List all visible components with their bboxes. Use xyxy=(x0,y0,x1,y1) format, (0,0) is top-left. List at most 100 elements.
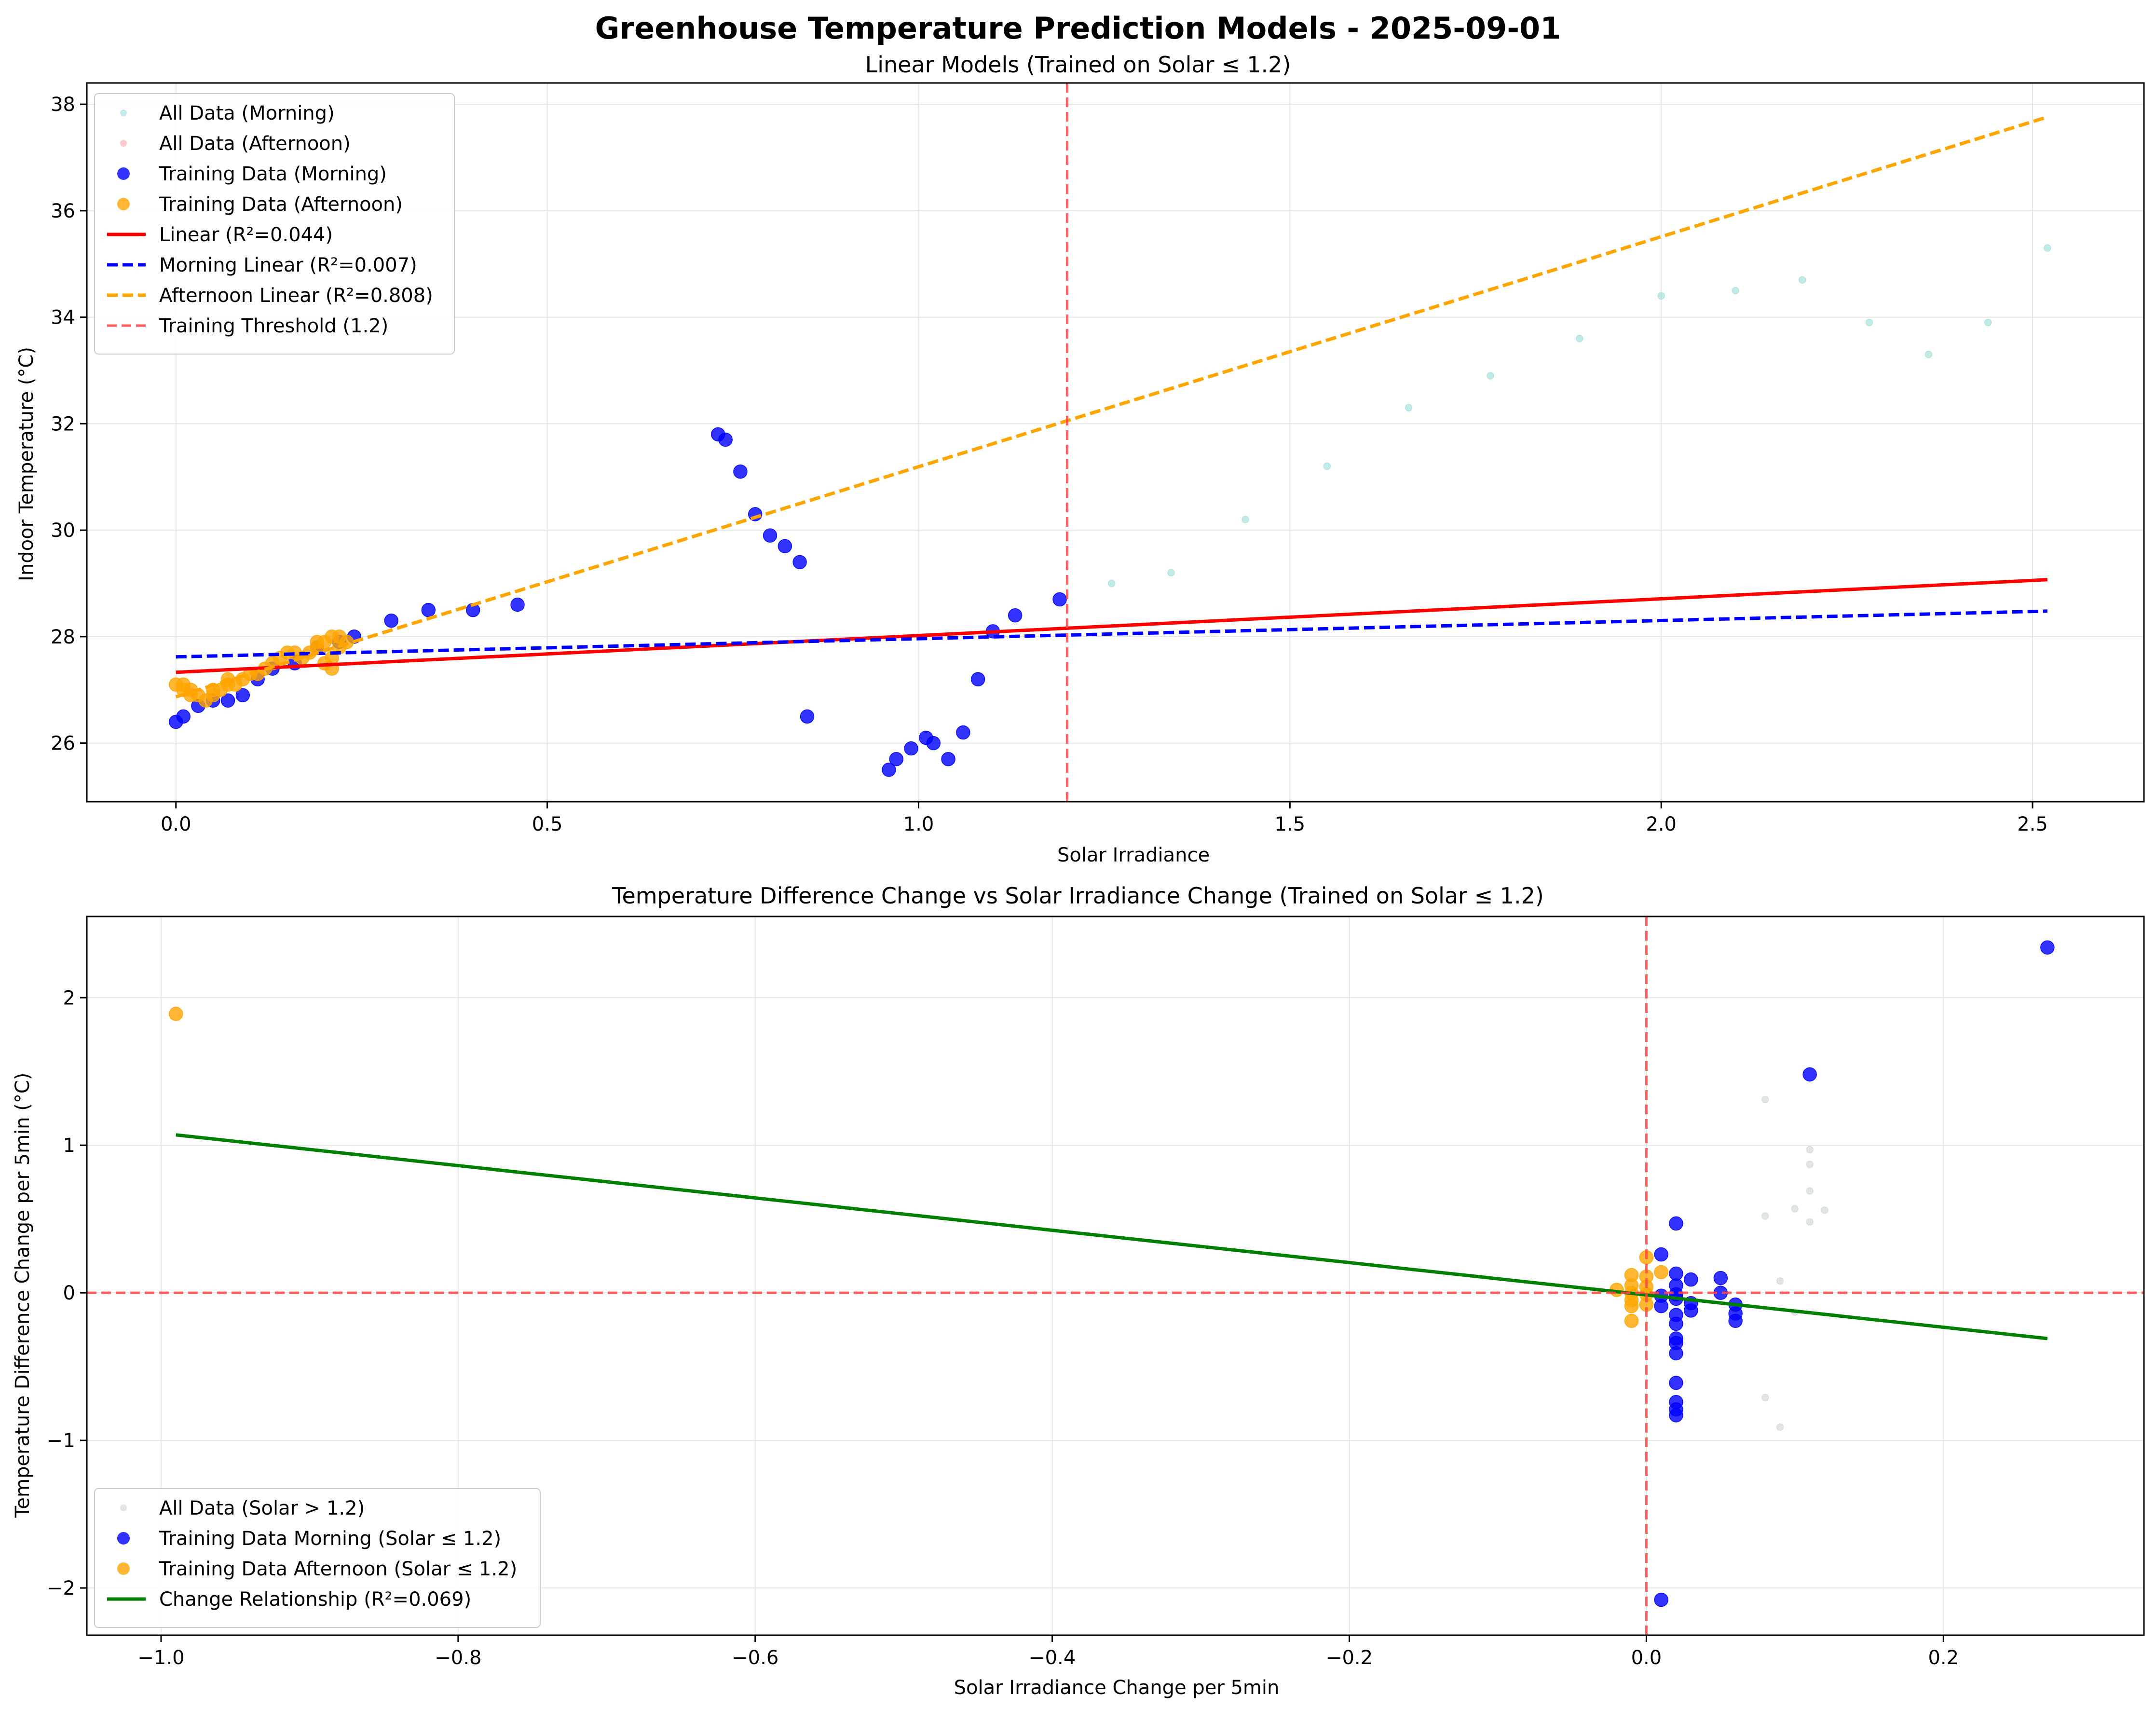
background-point xyxy=(1405,404,1413,412)
background-point xyxy=(1732,287,1739,295)
fit-line xyxy=(176,578,2048,674)
x-tick-label: 2.0 xyxy=(1646,813,1677,835)
data-point xyxy=(733,464,748,479)
plot-area: 0.0 0.5 1.0 1.5 2.0 2.5 26 28 30 32 34 36 38 All Data… xyxy=(51,82,2145,835)
y-tick-label: −1 xyxy=(47,1430,75,1452)
data-point xyxy=(778,539,792,553)
data-point xyxy=(904,741,918,756)
y-axis-label: Temperature Difference Change per 5min (… xyxy=(12,1073,34,1518)
data-point xyxy=(1802,1067,1817,1082)
data-point xyxy=(1684,1272,1698,1287)
y-tick-label: 38 xyxy=(51,94,75,116)
legend-label: All Data (Afternoon) xyxy=(159,133,351,155)
marks xyxy=(87,916,2144,1635)
x-tick-label: 1.0 xyxy=(903,813,934,835)
background-point xyxy=(1798,276,1806,284)
data-point xyxy=(792,555,807,570)
y-axis-label: Indoor Temperature (°C) xyxy=(15,347,38,581)
data-point xyxy=(1008,608,1023,623)
marks xyxy=(169,83,2051,802)
background-point xyxy=(1791,1205,1799,1213)
data-point xyxy=(169,1007,183,1021)
data-point xyxy=(941,752,955,766)
legend-entry: Training Data (Afternoon) xyxy=(117,193,403,216)
legend-marker xyxy=(117,198,130,210)
x-tick-label: 0.0 xyxy=(161,813,191,835)
data-point xyxy=(882,763,896,777)
y-tick-label: 2 xyxy=(63,987,75,1009)
legend: All Data (Morning) All Data (Afternoon) Tr… xyxy=(94,93,455,355)
axes-frame xyxy=(86,916,2145,1636)
x-tick-label: 0.5 xyxy=(532,813,563,835)
legend-entry: Morning Linear (R²=0.007) xyxy=(107,254,417,276)
legend-label: Training Data Afternoon (Solar ≤ 1.2) xyxy=(159,1558,517,1580)
x-tick-label: 2.5 xyxy=(2017,813,2048,835)
legend-label: Training Threshold (1.2) xyxy=(159,315,388,337)
data-point xyxy=(510,597,525,612)
fit-line xyxy=(175,115,2048,698)
data-point xyxy=(1669,1346,1683,1361)
data-point xyxy=(1684,1303,1698,1318)
legend-label: Afternoon Linear (R²=0.808) xyxy=(159,285,433,307)
background-point xyxy=(1487,372,1494,380)
legend-marker xyxy=(120,1504,127,1511)
legend-marker xyxy=(120,140,127,147)
legend-label: Linear (R²=0.044) xyxy=(159,224,333,246)
legend-frame xyxy=(94,93,455,355)
background-point xyxy=(1657,292,1665,300)
chart-title: Linear Models (Trained on Solar ≤ 1.2) xyxy=(865,52,1291,78)
background-point xyxy=(1761,1095,1769,1104)
ticks: −1.0 −0.8 −0.6 −0.4 −0.2 0.0 0.2 −2 −1 0 1 2 xyxy=(47,987,1959,1669)
data-point xyxy=(1669,1408,1683,1422)
background-point xyxy=(1242,516,1249,523)
data-point xyxy=(1624,1299,1639,1313)
x-axis-label: Solar Irradiance xyxy=(1057,844,1210,866)
data-point xyxy=(956,725,970,740)
x-tick-label: −0.8 xyxy=(435,1647,481,1669)
background-point xyxy=(2044,244,2051,252)
legend-entry: All Data (Morning) xyxy=(120,102,335,124)
plot-area: −1.0 −0.8 −0.6 −0.4 −0.2 0.0 0.2 −2 −1 0 1 2 All Dat… xyxy=(47,916,2145,1669)
legend-entry: All Data (Afternoon) xyxy=(120,133,351,155)
data-point xyxy=(220,693,235,708)
x-tick-label: −0.6 xyxy=(732,1647,778,1669)
data-point xyxy=(1624,1313,1639,1328)
fit-line xyxy=(176,1133,2048,1340)
ticks: 0.0 0.5 1.0 1.5 2.0 2.5 26 28 30 32 34 36 38 xyxy=(51,94,2048,835)
y-tick-label: 32 xyxy=(51,413,75,435)
legend-marker xyxy=(117,1532,130,1545)
x-tick-label: −0.4 xyxy=(1029,1647,1076,1669)
y-tick-label: −2 xyxy=(47,1577,75,1600)
legend-entry: Training Data Morning (Solar ≤ 1.2) xyxy=(117,1528,501,1550)
background-point xyxy=(1984,318,1992,327)
legend-marker xyxy=(117,167,130,180)
background-point xyxy=(1776,1277,1784,1285)
data-point xyxy=(384,613,399,628)
y-tick-label: 1 xyxy=(63,1135,75,1157)
x-axis-label: Solar Irradiance Change per 5min xyxy=(954,1677,1280,1699)
background-point xyxy=(1108,579,1116,588)
series-Training Data Morning (Solar ≤ 1.2) xyxy=(1654,940,2055,1607)
data-point xyxy=(970,672,985,686)
data-point xyxy=(2040,940,2055,955)
y-tick-label: 36 xyxy=(51,200,75,222)
background-point xyxy=(1924,351,1933,358)
background-point xyxy=(1806,1161,1814,1168)
figure-title: Greenhouse Temperature Prediction Models… xyxy=(595,11,1561,46)
legend-label: Training Data (Afternoon) xyxy=(159,193,403,216)
x-tick-label: −1.0 xyxy=(137,1647,184,1669)
series-Training Data (Afternoon) xyxy=(169,629,354,708)
data-point xyxy=(1654,1592,1668,1607)
chart-title: Temperature Difference Change vs Solar I… xyxy=(612,883,1544,909)
data-point xyxy=(889,752,904,766)
data-point xyxy=(1654,1299,1668,1313)
background-point xyxy=(1761,1394,1769,1402)
y-tick-label: 0 xyxy=(63,1282,75,1304)
legend-frame xyxy=(94,1488,541,1628)
axes-frame xyxy=(86,82,2145,803)
background-point xyxy=(1865,318,1873,327)
series-Training Data (Morning) xyxy=(169,427,1067,777)
background-point xyxy=(1806,1146,1814,1154)
data-point xyxy=(1052,592,1067,607)
data-point xyxy=(1654,1247,1668,1262)
